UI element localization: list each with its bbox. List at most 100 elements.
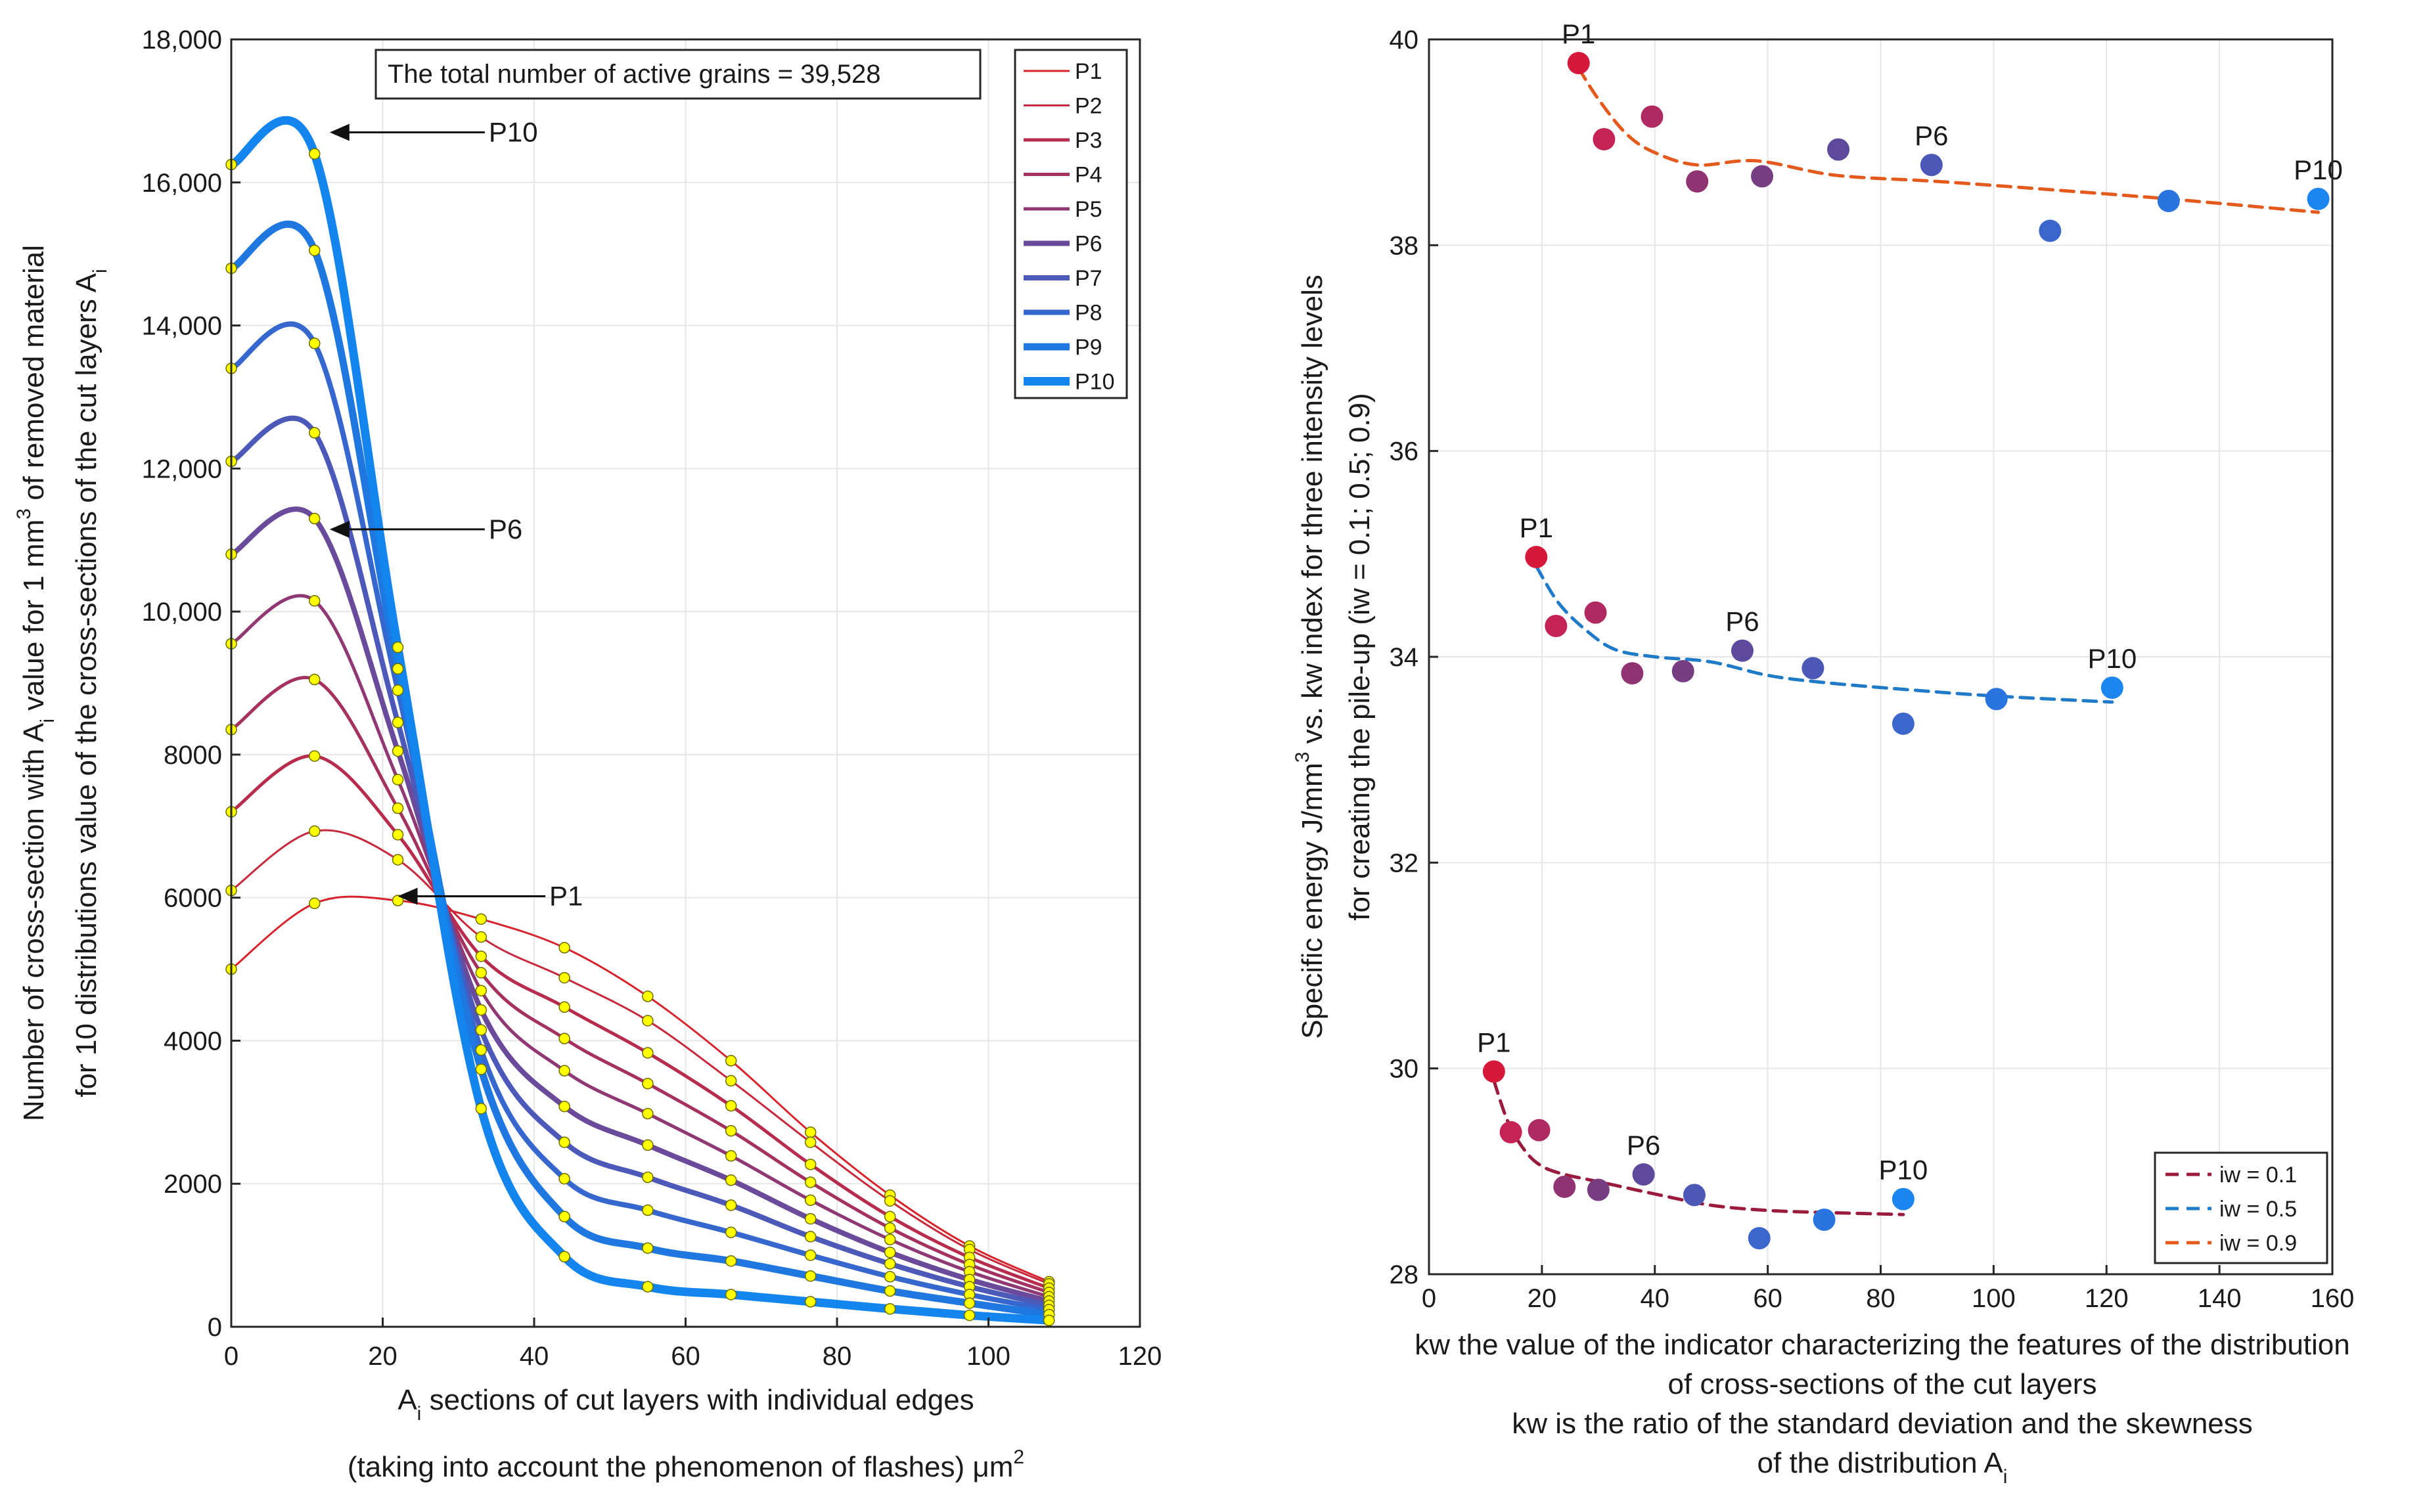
right-ytick-label: 40 [1390, 26, 1419, 55]
data-marker-p8 [475, 1044, 487, 1056]
legend-label-iw-0: iw = 0.1 [2219, 1163, 2297, 1188]
data-marker-p8 [392, 684, 404, 696]
right-point-labels: P1 P6 P10 P1 P6 P10 P1 P6 P10 [1477, 18, 2343, 1186]
data-marker-p6 [475, 1004, 487, 1016]
scatter-point-p9 [1985, 688, 2008, 711]
left-xlabel-line2: (taking into account the phenomenon of f… [348, 1446, 1024, 1483]
scatter-point-p2 [1593, 127, 1616, 150]
scatter-point-p7 [1802, 657, 1824, 680]
scatter-point-p4 [1553, 1175, 1576, 1198]
right-legend [2154, 1151, 2328, 1264]
left-xticks: 0 20 40 60 80 100 120 [224, 1318, 1162, 1371]
scatter-point-p4 [1621, 662, 1644, 685]
data-marker-p6 [309, 512, 321, 525]
data-marker-p9 [558, 1211, 570, 1223]
data-marker-p6 [884, 1247, 896, 1258]
left-ytick-label: 18,000 [142, 26, 222, 55]
left-ytick-label: 16,000 [142, 169, 222, 198]
data-marker-p10 [309, 148, 321, 160]
data-marker-p6 [392, 745, 404, 757]
data-marker-p3 [725, 1100, 737, 1112]
data-marker-p2 [884, 1195, 896, 1207]
left-chart: 0 20 40 60 80 100 120 0 2000 4000 6000 8000 10,000 1… [13, 26, 1162, 1483]
left-ytick-label: 14,000 [142, 312, 222, 341]
data-marker-p2 [475, 931, 487, 943]
right-xlabel-line3: kw is the ratio of the standard deviatio… [1512, 1408, 2253, 1440]
scatter-point-p3 [1584, 601, 1607, 624]
scatter-point-p8 [1892, 712, 1915, 735]
series-line-p10 [229, 116, 1050, 1325]
data-marker-p8 [804, 1249, 817, 1261]
data-marker-p7 [884, 1258, 896, 1270]
data-marker-p1 [642, 990, 654, 1002]
data-marker-p9 [392, 663, 404, 675]
scatter-point-p2 [1499, 1121, 1522, 1144]
data-marker-p9 [804, 1270, 817, 1282]
point-label-p10: P10 [1879, 1155, 1928, 1186]
data-marker-p9 [475, 1063, 487, 1075]
data-marker-p5 [884, 1234, 896, 1245]
data-marker-p7 [804, 1231, 817, 1243]
point-label-p6: P6 [1915, 120, 1948, 151]
data-marker-p3 [309, 750, 321, 762]
scatter-point-p7 [1683, 1184, 1706, 1207]
right-ylabel-line1: Specific energy J/mm3 vs. kw index for t… [1292, 275, 1328, 1039]
data-marker-p4 [558, 1033, 570, 1044]
right-ytick-label: 38 [1390, 231, 1419, 260]
scatter-point-p2 [1545, 615, 1568, 637]
callout-arrowhead [329, 520, 350, 538]
data-marker-p10 [804, 1296, 817, 1308]
data-marker-p5 [558, 1065, 570, 1077]
legend-label-p9: P9 [1075, 335, 1102, 360]
left-xtick-label: 20 [368, 1342, 397, 1371]
callout-label: P10 [489, 117, 538, 148]
right-xtick-label: 80 [1866, 1284, 1895, 1313]
left-ylabel-line2: for 10 distributions value of the cross-… [70, 269, 111, 1097]
right-xlabel-line4: of the distribution Ai [1757, 1447, 2008, 1488]
scatter-point-p3 [1528, 1119, 1551, 1142]
data-marker-p8 [642, 1204, 654, 1216]
data-marker-p7 [642, 1171, 654, 1184]
data-marker-p10 [475, 1103, 487, 1115]
data-marker-p10 [1043, 1314, 1055, 1326]
data-marker-p4 [804, 1176, 817, 1188]
right-ytick-label: 32 [1390, 849, 1419, 878]
data-marker-p1 [558, 942, 570, 954]
data-marker-p8 [558, 1172, 570, 1185]
left-ytick-label: 0 [208, 1313, 222, 1342]
legend-label-p10: P10 [1075, 370, 1115, 395]
data-marker-p3 [884, 1211, 896, 1223]
scatter-point-p10 [2100, 677, 2123, 699]
right-xtick-label: 100 [1972, 1284, 2016, 1313]
data-marker-p3 [558, 1001, 570, 1013]
left-xtick-label: 0 [224, 1342, 238, 1371]
scatter-point-p4 [1686, 170, 1709, 193]
scatter-point-p8 [2039, 219, 2062, 242]
annotation-box [374, 49, 982, 100]
right-xtick-label: 40 [1641, 1284, 1670, 1313]
right-xticks: 0 20 40 60 80 100 120 140 160 [1422, 1265, 2354, 1313]
right-xlabel-line1: kw the value of the indicator characteri… [1415, 1329, 2349, 1361]
left-ytick-label: 4000 [164, 1027, 222, 1056]
legend-label-p2: P2 [1075, 94, 1102, 119]
data-marker-p6 [725, 1174, 737, 1186]
scatter-point-p9 [2157, 189, 2180, 212]
callout-label: P6 [489, 514, 522, 545]
data-marker-p1 [804, 1126, 817, 1138]
data-marker-p9 [725, 1255, 737, 1267]
right-xlabel-line2: of cross-sections of the cut layers [1668, 1368, 2097, 1400]
scatter-point-p10 [2307, 187, 2330, 210]
scatter-point-p6 [1731, 639, 1754, 662]
data-marker-p7 [725, 1199, 737, 1211]
data-marker-p9 [963, 1297, 976, 1309]
scatter-point-p8 [1748, 1227, 1771, 1250]
right-ytick-label: 36 [1390, 437, 1419, 466]
legend-label-p3: P3 [1075, 128, 1102, 153]
scatter-point-p5 [1671, 659, 1694, 682]
data-marker-p6 [804, 1212, 817, 1225]
scatter-point-p9 [1813, 1208, 1836, 1231]
point-label-p6: P6 [1725, 606, 1759, 637]
legend-label-p4: P4 [1075, 163, 1102, 188]
left-xtick-label: 120 [1118, 1342, 1162, 1371]
